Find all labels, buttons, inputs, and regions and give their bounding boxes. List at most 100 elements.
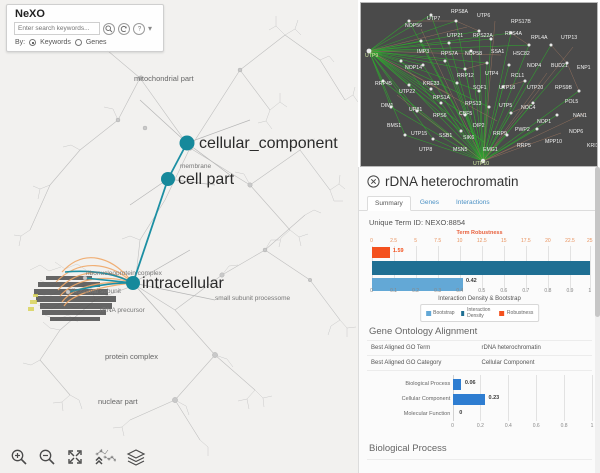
gene-label-nop1: NOP1 [537, 119, 552, 125]
bot-tick-7: 0.7 [522, 288, 530, 294]
cat-label-cellular-component: Cellular Component [401, 396, 451, 402]
gene-label-rps8a: RPS8A [451, 9, 469, 15]
radio-genes[interactable] [74, 39, 82, 46]
search-by-label: By: [15, 39, 26, 46]
row-value: Cellular Component [481, 360, 535, 366]
zoom-out-icon[interactable] [38, 448, 56, 466]
bar-biological-process[interactable] [452, 379, 461, 390]
collapse-icon[interactable] [94, 448, 116, 466]
search-icon[interactable] [103, 22, 115, 35]
top-tick-1: 2.5 [390, 238, 398, 244]
section-title-biological-process: Biological Process [369, 443, 447, 454]
bar-bootstrap[interactable] [371, 278, 464, 291]
node-intracellular[interactable] [126, 276, 140, 290]
bar-value-molecular-function: 0 [459, 410, 463, 416]
radio-keywords[interactable] [29, 39, 37, 46]
close-circle-icon[interactable] [367, 175, 380, 188]
bar-interaction-density[interactable] [371, 261, 590, 275]
gene-interaction-network[interactable]: UTP9 NOP56 UTP7 RPS8A UTP6 RPS17B UTP21 … [360, 2, 598, 167]
top-tick-3: 7.5 [434, 238, 442, 244]
unique-term-id: Unique Term ID: NEXO:8854 [369, 218, 466, 227]
node-label-protein-complex: protein complex [105, 352, 158, 361]
gene-label-utp7: UTP7 [427, 16, 441, 22]
gene-label-imp3: IMP3 [417, 49, 430, 55]
chart2-tick-0: 0 [451, 423, 454, 429]
top-tick-5: 12.5 [476, 238, 487, 244]
bot-tick-2: 0.2 [412, 288, 420, 294]
table-row: Best Aligned GO Term rDNA heterochromati… [367, 341, 592, 356]
bot-tick-6: 0.6 [500, 288, 508, 294]
chart2-tick-3: 0.6 [532, 423, 540, 429]
radio-keywords-label: Keywords [40, 39, 71, 46]
gene-label-mpp10: MPP10 [545, 139, 563, 145]
legend-label-interaction-density: Interaction Density [467, 307, 491, 319]
row-value: rDNA heterochromatin [481, 345, 541, 351]
chevron-down-icon[interactable]: ▾ [148, 23, 153, 33]
bar-value-bootstrap: 0.42 [466, 278, 477, 284]
gene-label-utp21: UTP21 [447, 33, 464, 39]
ontology-network-graph[interactable] [0, 0, 358, 473]
ontology-network-panel[interactable]: cellular_component cell part intracellul… [0, 0, 358, 473]
section-title-go-alignment: Gene Ontology Alignment [369, 326, 478, 337]
gene-label-noc4: NOP4 [527, 63, 542, 69]
gene-label-pwp2: PWP2 [515, 127, 530, 133]
term-info-panel: rDNA heterochromatin Summary Genes Inter… [358, 167, 600, 473]
legend-item-bootstrap[interactable]: Bootstrap [425, 310, 455, 316]
gene-label-rps7a: RPS7A [441, 51, 459, 57]
gene-label-utp20: UTP20 [527, 85, 544, 91]
gene-label-utp6: UTP6 [477, 13, 491, 19]
layers-icon[interactable] [126, 448, 146, 466]
gene-label-rps6: RPS6 [433, 113, 447, 119]
info-scrollbar-track[interactable] [595, 167, 600, 473]
gene-label-rps17b: RPS17B [511, 19, 531, 25]
gene-label-cbf5: CBF5 [459, 111, 473, 117]
chart2-category-axis: Biological Process Cellular Component Mo… [367, 375, 451, 421]
page-title: rDNA heterochromatin [385, 174, 519, 189]
zoom-in-icon[interactable] [10, 448, 28, 466]
chart-xaxis-label: Interaction Density & Bootstrap [438, 296, 521, 302]
refresh-icon[interactable] [118, 22, 130, 35]
node-label-ribosomal-subunit: ribosomal subunit [70, 288, 121, 295]
gene-label-ur81: UR81 [409, 107, 423, 113]
fit-screen-icon[interactable] [66, 448, 84, 466]
gene-label-sik6: SIK6 [463, 135, 475, 141]
top-tick-4: 10 [456, 238, 463, 244]
gene-label-utp15: UTP15 [411, 131, 428, 137]
gene-label-nop58: NOP58 [465, 51, 483, 57]
node-cellular-component[interactable] [179, 135, 195, 151]
gene-network-graph[interactable] [361, 3, 598, 167]
gene-label-utp5: UTP5 [499, 103, 513, 109]
tab-summary[interactable]: Summary [367, 196, 411, 211]
help-icon[interactable]: ? [133, 22, 145, 35]
tab-genes[interactable]: Genes [419, 199, 439, 206]
search-panel: NeXO ? ▾ By: Keywords Genes [6, 4, 164, 52]
gene-label-bms1: BMS1 [387, 123, 402, 129]
gene-label-nop6: NOP6 [569, 129, 584, 135]
node-label-mitochondrial-part: mitochondrial part [134, 74, 194, 83]
node-label-intracellular: intracellular [142, 275, 224, 292]
gridline [536, 375, 538, 421]
gene-label-utp8: UTP8 [419, 147, 433, 153]
gene-label-dip2: DIP2 [473, 123, 485, 129]
gene-label-pol5: POL5 [565, 99, 579, 105]
legend-item-robustness[interactable]: Robustness [499, 310, 533, 316]
gene-label-nop56: NOP56 [405, 23, 423, 29]
gene-label-rps9b: RPS9B [555, 85, 573, 91]
gene-label-utp18: UTP18 [499, 85, 516, 91]
gene-label-rps22a: RPS22A [473, 33, 493, 39]
tab-interactions[interactable]: Interactions [455, 199, 490, 206]
gene-label-ssa1: SSA1 [491, 49, 505, 55]
node-cell-part[interactable] [161, 172, 175, 186]
tab-bar: Summary Genes Interactions [359, 193, 600, 211]
go-alignment-table: Best Aligned GO Term rDNA heterochromati… [367, 340, 592, 371]
radio-genes-label: Genes [85, 39, 107, 46]
bar-cellular-component[interactable] [452, 394, 485, 405]
search-input[interactable] [14, 22, 100, 35]
top-tick-7: 17.5 [520, 238, 531, 244]
info-scrollbar-thumb[interactable] [595, 167, 600, 317]
chart2-tick-2: 0.4 [504, 423, 512, 429]
svg-text:?: ? [137, 27, 141, 33]
bar-value-robustness: 1.59 [392, 248, 404, 254]
legend-item-interaction-density[interactable]: Interaction Density [461, 307, 493, 319]
bar-robustness[interactable] [371, 247, 390, 258]
